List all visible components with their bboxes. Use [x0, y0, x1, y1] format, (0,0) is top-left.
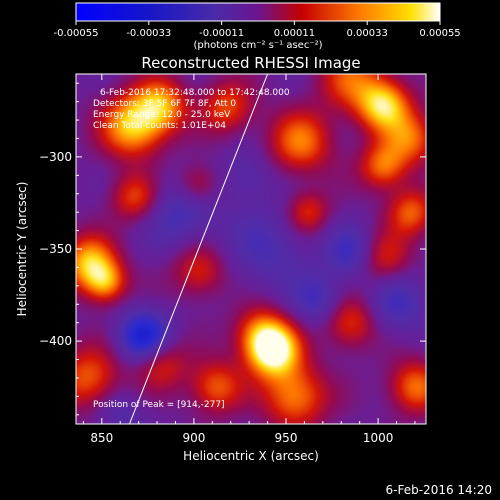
annotation-block: 6-Feb-2016 17:32:48.000 to 17:42:48.000 …: [93, 88, 290, 410]
x-axis-label: Heliocentric X (arcsec): [183, 449, 319, 463]
x-tick-label: 1000: [363, 431, 394, 445]
y-tick-label: −300: [39, 150, 72, 164]
colorbar-ticks: -0.00055 -0.00033 -0.00011 0.00011 0.00033 0.…: [54, 21, 461, 39]
x-axis: 850 900 950 1000: [82, 74, 416, 445]
annotation-time: 6-Feb-2016 17:32:48.000 to 17:42:48.000: [100, 88, 290, 98]
annotation-counts: Clean Total counts: 1.01E+04: [93, 121, 226, 131]
heatmap-area: [76, 74, 426, 424]
annotation-energy: Energy Range: 12.0 - 25.0 keV: [93, 110, 231, 120]
x-tick-label: 900: [182, 431, 205, 445]
colorbar: -0.00055 -0.00033 -0.00011 0.00011 0.00033 0.…: [54, 2, 461, 51]
chart-title: Reconstructed RHESSI Image: [141, 54, 360, 72]
y-axis-label: Heliocentric Y (arcsec): [15, 182, 29, 317]
annotation-detectors: Detectors: 3F 5F 6F 7F 8F, Att 0: [93, 99, 236, 109]
heatmap-image: [76, 74, 426, 424]
colorbar-tick-label: 0.00033: [347, 28, 388, 39]
colorbar-tick-label: 0.00011: [274, 28, 315, 39]
colorbar-tick-label: -0.00033: [126, 28, 171, 39]
peak-position-label: Position of Peak = [914,-277]: [93, 400, 225, 410]
colorbar-tick-label: 0.00055: [419, 28, 460, 39]
colorbar-tick-label: -0.00011: [199, 28, 244, 39]
x-tick-label: 850: [90, 431, 113, 445]
colorbar-gradient: [75, 2, 441, 22]
y-axis: −300 −350 −400: [39, 82, 426, 416]
x-tick-label: 950: [275, 431, 298, 445]
y-tick-label: −350: [39, 242, 72, 256]
colorbar-tick-label: -0.00055: [54, 28, 99, 39]
timestamp: 6-Feb-2016 14:20: [386, 483, 492, 497]
colorbar-units-label: (photons cm⁻² s⁻¹ asec⁻²): [193, 40, 322, 51]
solar-limb-line: [128, 74, 269, 424]
y-tick-label: −400: [39, 334, 72, 348]
